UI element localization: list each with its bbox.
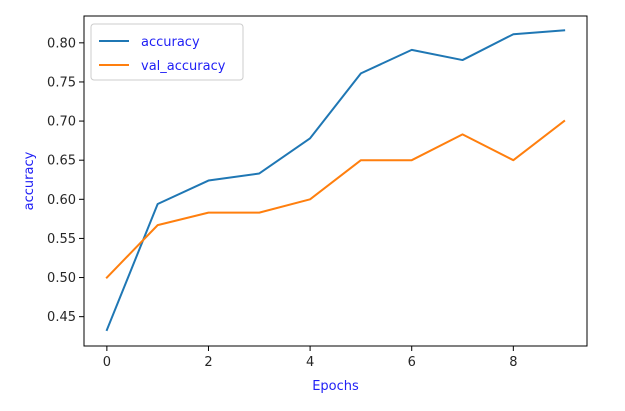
y-tick-label: 0.70 <box>47 115 76 130</box>
legend-label-val-accuracy: val_accuracy <box>141 59 226 74</box>
legend: accuracy val_accuracy <box>90 23 244 81</box>
x-tick-label: 6 <box>408 355 416 370</box>
series-line-accuracy <box>105 29 566 332</box>
series-line-val-accuracy <box>105 119 566 279</box>
y-axis-label: accuracy <box>22 151 37 210</box>
y-tick-label: 0.75 <box>47 75 76 90</box>
y-tick-label: 0.80 <box>47 36 76 51</box>
x-tick-label: 2 <box>204 355 212 370</box>
plot-frame <box>83 15 588 347</box>
y-tick-label: 0.60 <box>47 193 76 208</box>
ticks-layer: 0 2 4 6 8 0.45 0.50 0.55 0.60 0.65 0.70 0.75 0.80 <box>47 36 517 370</box>
legend-label-accuracy: accuracy <box>141 35 200 50</box>
y-tick-label: 0.45 <box>47 310 76 325</box>
y-tick-label: 0.55 <box>47 232 76 247</box>
x-axis-label: Epochs <box>312 379 359 394</box>
y-tick-label: 0.65 <box>47 154 76 169</box>
y-tick-label: 0.50 <box>47 271 76 286</box>
x-tick-label: 4 <box>306 355 314 370</box>
series-layer <box>105 29 566 332</box>
x-tick-label: 8 <box>509 355 517 370</box>
x-tick-label: 0 <box>103 355 111 370</box>
